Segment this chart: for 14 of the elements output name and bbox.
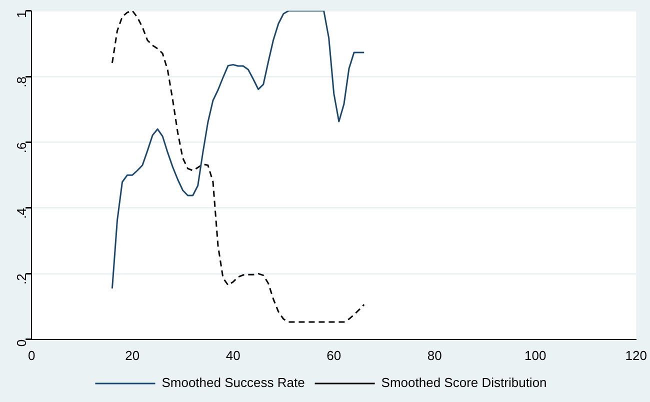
y-tick-label: 1 xyxy=(14,10,30,18)
y-tick-label: .8 xyxy=(14,76,30,88)
x-tick-label: 120 xyxy=(625,348,648,363)
y-tick-label: .4 xyxy=(14,208,30,219)
x-tick-label: 20 xyxy=(125,348,140,363)
x-tick-label: 100 xyxy=(524,348,546,363)
x-tick-label: 40 xyxy=(226,348,240,363)
y-tick-label: .2 xyxy=(14,274,30,285)
legend-label: Smoothed Score Distribution xyxy=(381,375,547,390)
legend-label: Smoothed Success Rate xyxy=(162,375,305,390)
x-tick-label: 80 xyxy=(427,348,442,363)
y-tick-label: .6 xyxy=(14,142,30,154)
x-tick-label: 60 xyxy=(326,348,342,363)
y-tick-label: 0 xyxy=(14,339,30,347)
